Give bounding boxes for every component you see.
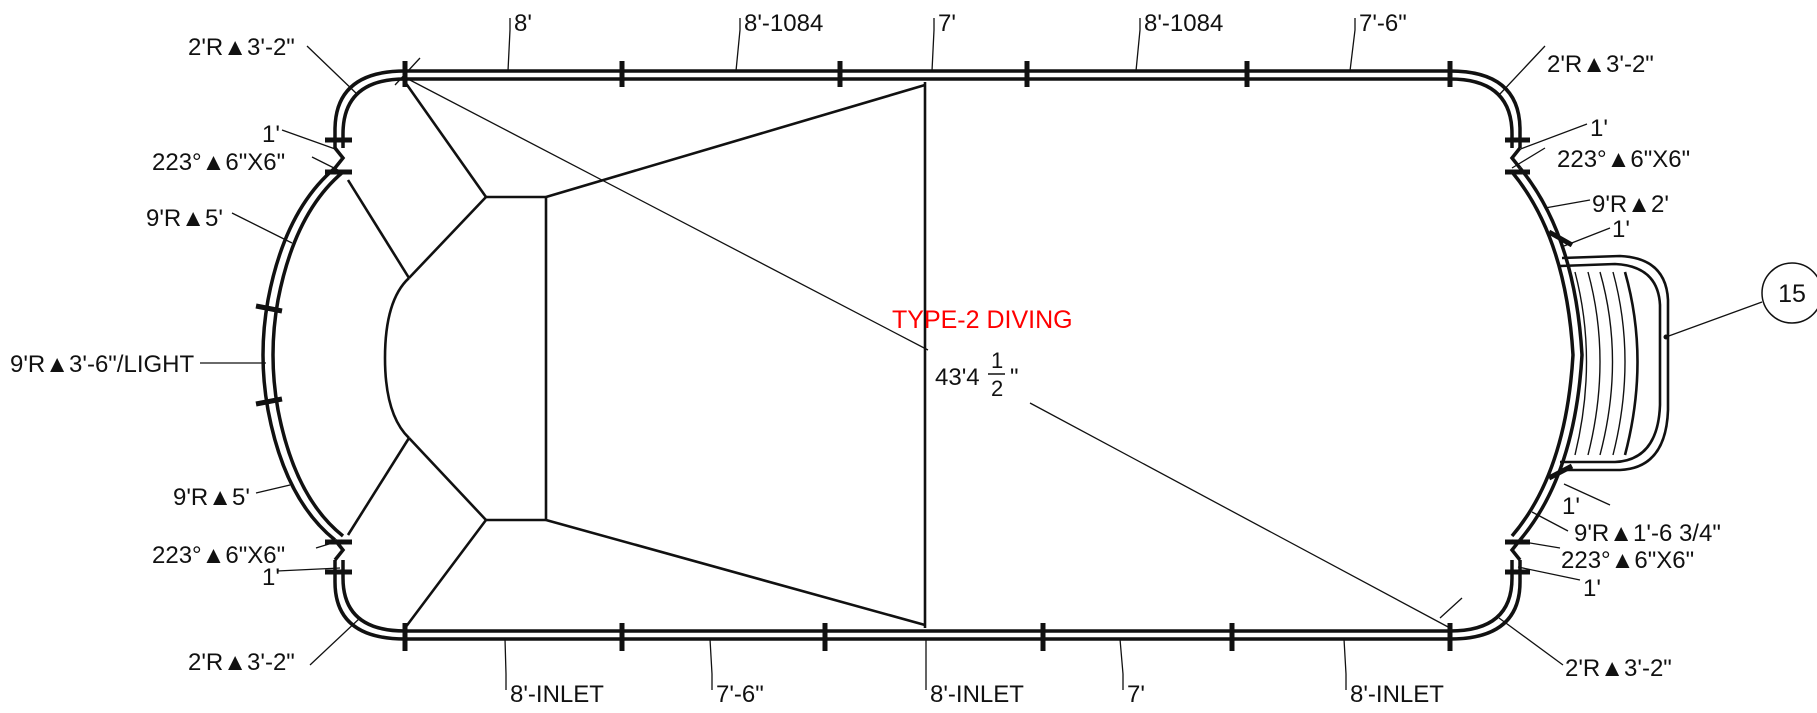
left-step-top-label: 1' — [262, 121, 280, 148]
top-label-1: 8' — [514, 10, 532, 37]
right-corner-top-label: 2'R▲3'-2" — [1547, 51, 1654, 78]
bottom-label-1: 8'-INLET — [510, 681, 604, 708]
right-arc-top-label: 9'R▲2' — [1592, 191, 1669, 218]
left-arc-bottom-label: 9'R▲5' — [173, 484, 250, 511]
callout-bubble: 15 — [1761, 262, 1817, 324]
left-corner-top-label: 2'R▲3'-2" — [188, 34, 295, 61]
left-step-bottom-label: 1' — [262, 564, 280, 591]
left-arc-top-label: 9'R▲5' — [146, 205, 223, 232]
diagonal-dimension — [394, 57, 1463, 629]
bottom-label-3: 8'-INLET — [930, 681, 1024, 708]
bottom-dimension-labels: 8'-INLET 7'-6" 8'-INLET 7' 8'-INLET — [510, 681, 1444, 708]
right-side-labels: 2'R▲3'-2" 1' 223°▲6"X6" 9'R▲2' 1' 1' 9'R… — [1547, 51, 1721, 682]
right-arc-bottom-label: 9'R▲1'-6 3/4" — [1574, 520, 1721, 547]
top-dimension-labels: 8' 8'-1084 7' 8'-1084 7'-6" — [514, 10, 1407, 37]
top-label-4: 8'-1084 — [1144, 10, 1223, 37]
left-angle-top-label: 223°▲6"X6" — [152, 149, 285, 176]
left-side-labels: 2'R▲3'-2" 1' 223°▲6"X6" 9'R▲5' 9'R▲3'-6"… — [10, 34, 295, 676]
diagonal-whole: 43'4 — [935, 364, 980, 391]
leader-lines — [200, 18, 1763, 690]
diagonal-unit: " — [1010, 364, 1019, 391]
right-step-top2-label: 1' — [1612, 216, 1630, 243]
right-angle-bottom-label: 223°▲6"X6" — [1561, 547, 1694, 574]
left-angle-bottom-label: 223°▲6"X6" — [152, 542, 285, 569]
diagonal-denominator: 2 — [991, 376, 1003, 401]
diagonal-numerator: 1 — [991, 348, 1003, 373]
right-corner-bottom-label: 2'R▲3'-2" — [1565, 655, 1672, 682]
callout-number: 15 — [1778, 280, 1806, 308]
left-arc-light-label: 9'R▲3'-6"/LIGHT — [10, 351, 194, 378]
bottom-label-4: 7' — [1127, 681, 1145, 708]
left-corner-bottom-label: 2'R▲3'-2" — [188, 649, 295, 676]
right-step-bottom2-label: 1' — [1562, 493, 1580, 520]
drawing-title: TYPE-2 DIVING — [892, 306, 1073, 334]
floor-lines — [346, 81, 927, 629]
diagonal-dimension-text: 43'4 1 2 " — [935, 348, 1019, 401]
right-step-bottom-label: 1' — [1583, 575, 1601, 602]
entry-steps — [1559, 254, 1670, 472]
top-label-2: 8'-1084 — [744, 10, 823, 37]
top-label-3: 7' — [938, 10, 956, 37]
bottom-label-2: 7'-6" — [716, 681, 764, 708]
top-label-5: 7'-6" — [1359, 10, 1407, 37]
right-angle-top-label: 223°▲6"X6" — [1557, 146, 1690, 173]
bottom-label-5: 8'-INLET — [1350, 681, 1444, 708]
right-step-top-label: 1' — [1590, 115, 1608, 142]
